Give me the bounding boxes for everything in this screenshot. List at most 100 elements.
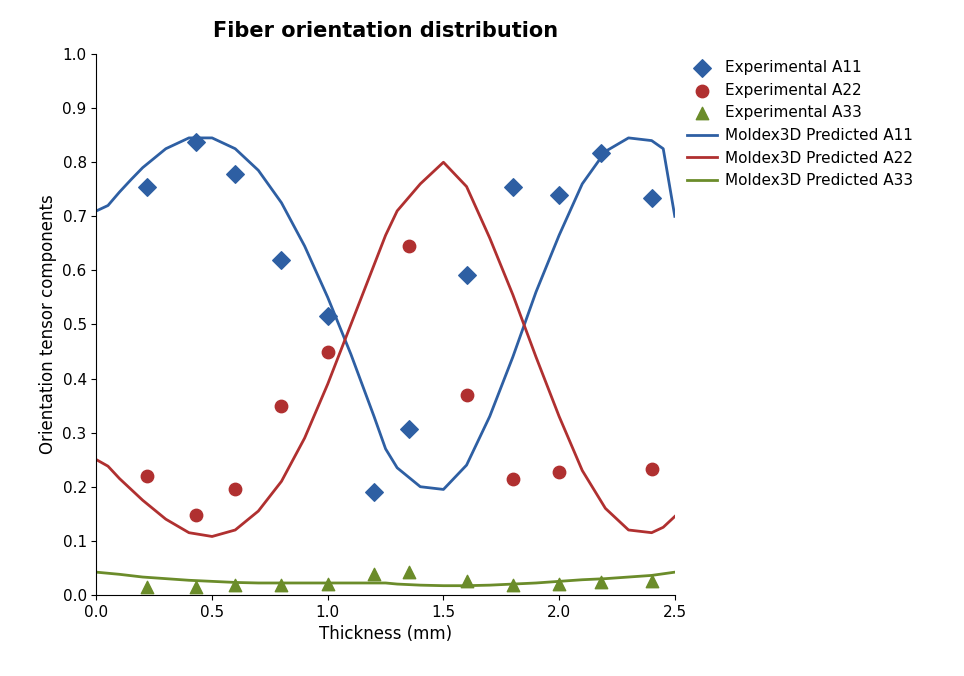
Experimental A33 xyxy=(140,581,155,592)
Moldex3D Predicted A22 xyxy=(253,507,264,515)
Moldex3D Predicted A33 xyxy=(160,575,172,583)
Moldex3D Predicted A22 xyxy=(345,320,357,329)
Moldex3D Predicted A11 xyxy=(183,134,195,142)
Experimental A33 xyxy=(228,580,243,591)
Moldex3D Predicted A22 xyxy=(530,353,542,361)
Experimental A11 xyxy=(366,487,382,498)
Experimental A11 xyxy=(140,181,155,192)
Moldex3D Predicted A33 xyxy=(137,573,148,581)
Moldex3D Predicted A33 xyxy=(553,577,565,585)
Moldex3D Predicted A33 xyxy=(646,571,657,579)
Moldex3D Predicted A11 xyxy=(600,147,611,155)
Y-axis label: Orientation tensor components: Orientation tensor components xyxy=(39,195,57,454)
Moldex3D Predicted A33 xyxy=(229,579,241,587)
Moldex3D Predicted A33 xyxy=(91,568,102,576)
Moldex3D Predicted A22 xyxy=(600,504,611,512)
X-axis label: Thickness (mm): Thickness (mm) xyxy=(319,625,452,643)
Experimental A22 xyxy=(401,241,416,251)
Moldex3D Predicted A11 xyxy=(438,485,449,493)
Experimental A11 xyxy=(274,254,289,265)
Moldex3D Predicted A33 xyxy=(576,576,588,584)
Moldex3D Predicted A11 xyxy=(322,293,334,301)
Experimental A11 xyxy=(320,311,335,322)
Moldex3D Predicted A33 xyxy=(391,580,403,588)
Experimental A22 xyxy=(228,484,243,495)
Line: Moldex3D Predicted A22: Moldex3D Predicted A22 xyxy=(96,162,675,537)
Experimental A33 xyxy=(274,580,289,591)
Moldex3D Predicted A22 xyxy=(391,207,403,215)
Moldex3D Predicted A33 xyxy=(322,579,334,587)
Moldex3D Predicted A11 xyxy=(276,199,287,207)
Moldex3D Predicted A11 xyxy=(160,145,172,153)
Experimental A11 xyxy=(228,169,243,180)
Line: Moldex3D Predicted A11: Moldex3D Predicted A11 xyxy=(96,138,675,489)
Line: Moldex3D Predicted A33: Moldex3D Predicted A33 xyxy=(96,572,675,585)
Moldex3D Predicted A11 xyxy=(368,412,380,420)
Experimental A11 xyxy=(644,193,659,204)
Moldex3D Predicted A22 xyxy=(322,380,334,388)
Experimental A22 xyxy=(505,473,521,484)
Moldex3D Predicted A33 xyxy=(114,571,125,579)
Title: Fiber orientation distribution: Fiber orientation distribution xyxy=(213,22,558,41)
Moldex3D Predicted A11 xyxy=(299,242,310,250)
Experimental A22 xyxy=(551,466,567,477)
Moldex3D Predicted A33 xyxy=(380,579,391,587)
Experimental A22 xyxy=(188,510,203,521)
Experimental A33 xyxy=(320,579,335,589)
Moldex3D Predicted A33 xyxy=(183,576,195,584)
Experimental A33 xyxy=(459,576,474,587)
Moldex3D Predicted A11 xyxy=(623,134,634,142)
Moldex3D Predicted A11 xyxy=(391,464,403,472)
Experimental A33 xyxy=(644,576,659,587)
Moldex3D Predicted A11 xyxy=(461,461,472,469)
Experimental A33 xyxy=(505,580,521,591)
Moldex3D Predicted A11 xyxy=(91,207,102,215)
Moldex3D Predicted A22 xyxy=(669,512,681,521)
Moldex3D Predicted A11 xyxy=(507,353,519,361)
Experimental A33 xyxy=(188,581,203,592)
Moldex3D Predicted A22 xyxy=(91,456,102,464)
Moldex3D Predicted A11 xyxy=(657,145,669,153)
Moldex3D Predicted A22 xyxy=(657,523,669,531)
Experimental A22 xyxy=(274,400,289,411)
Experimental A22 xyxy=(459,389,474,400)
Moldex3D Predicted A22 xyxy=(206,533,218,541)
Moldex3D Predicted A22 xyxy=(102,462,114,470)
Moldex3D Predicted A11 xyxy=(415,483,426,491)
Experimental A33 xyxy=(401,566,416,577)
Moldex3D Predicted A11 xyxy=(646,137,657,145)
Moldex3D Predicted A11 xyxy=(530,288,542,296)
Moldex3D Predicted A33 xyxy=(438,581,449,589)
Moldex3D Predicted A11 xyxy=(484,412,495,420)
Moldex3D Predicted A22 xyxy=(229,526,241,534)
Moldex3D Predicted A11 xyxy=(125,176,137,184)
Moldex3D Predicted A33 xyxy=(600,575,611,583)
Moldex3D Predicted A22 xyxy=(299,434,310,442)
Moldex3D Predicted A11 xyxy=(380,445,391,453)
Experimental A33 xyxy=(551,579,567,589)
Moldex3D Predicted A11 xyxy=(137,164,148,172)
Moldex3D Predicted A22 xyxy=(484,234,495,242)
Moldex3D Predicted A22 xyxy=(114,475,125,483)
Experimental A11 xyxy=(188,137,203,147)
Moldex3D Predicted A11 xyxy=(253,166,264,174)
Moldex3D Predicted A22 xyxy=(553,412,565,420)
Moldex3D Predicted A22 xyxy=(576,466,588,475)
Moldex3D Predicted A11 xyxy=(102,201,114,210)
Moldex3D Predicted A33 xyxy=(530,579,542,587)
Experimental A22 xyxy=(320,346,335,357)
Experimental A33 xyxy=(366,569,382,580)
Moldex3D Predicted A33 xyxy=(484,581,495,589)
Moldex3D Predicted A33 xyxy=(206,577,218,585)
Moldex3D Predicted A33 xyxy=(253,579,264,587)
Experimental A33 xyxy=(593,577,608,588)
Experimental A11 xyxy=(459,269,474,280)
Moldex3D Predicted A22 xyxy=(623,526,634,534)
Experimental A11 xyxy=(401,423,416,434)
Moldex3D Predicted A33 xyxy=(299,579,310,587)
Moldex3D Predicted A22 xyxy=(438,158,449,166)
Moldex3D Predicted A22 xyxy=(276,477,287,485)
Moldex3D Predicted A33 xyxy=(669,568,681,576)
Moldex3D Predicted A22 xyxy=(160,515,172,523)
Moldex3D Predicted A33 xyxy=(507,580,519,588)
